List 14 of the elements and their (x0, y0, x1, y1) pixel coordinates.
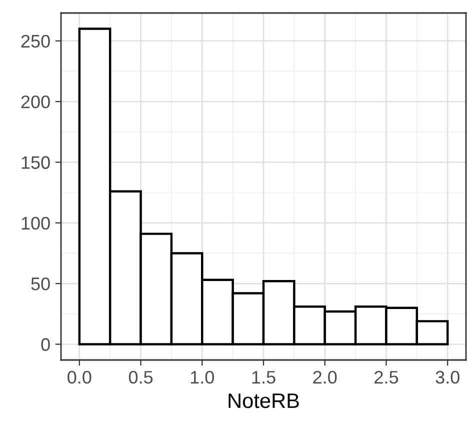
y-tick-label: 50 (31, 277, 50, 290)
y-tick-label: 200 (21, 96, 50, 108)
x-tick-label: 2.5 (374, 370, 398, 384)
x-axis-title: NoteRB (228, 394, 299, 408)
x-tick-label: 1.0 (190, 370, 214, 384)
y-tick-label: 100 (22, 216, 50, 230)
x-tick-label: 0.0 (68, 370, 92, 384)
x-tick-label: 3.0 (436, 370, 460, 384)
y-tick-label: 150 (22, 156, 50, 169)
x-tick-label: 1.5 (252, 371, 276, 384)
y-tick-label: 250 (21, 34, 50, 48)
x-tick-label: 2.0 (313, 370, 337, 384)
x-tick-label: 0.5 (128, 370, 153, 384)
y-tick-label: 0 (41, 338, 50, 351)
